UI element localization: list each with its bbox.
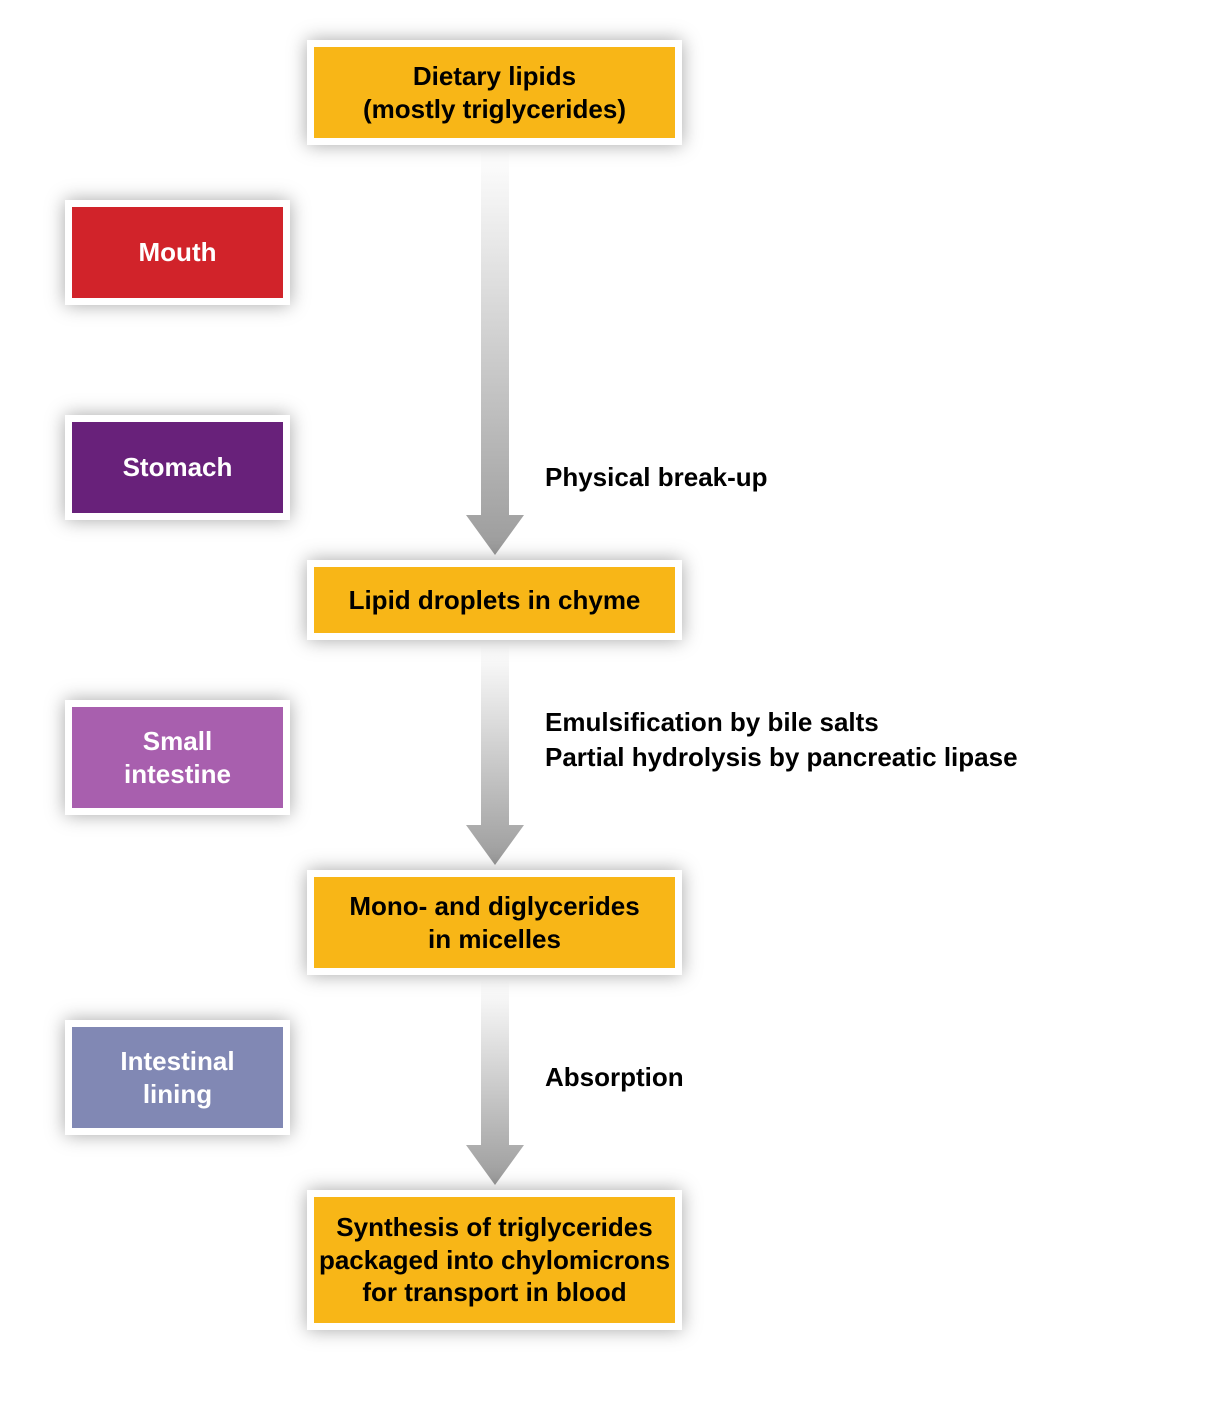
node-stomach: Stomach	[65, 415, 290, 520]
arrow-label-a3: Absorption	[545, 1060, 684, 1095]
node-small-intestine: Small intestine	[65, 700, 290, 815]
arrow-a2	[466, 645, 524, 865]
arrow-label-a1: Physical break-up	[545, 460, 768, 495]
node-dietary-lipids: Dietary lipids (mostly triglycerides)	[307, 40, 682, 145]
arrow-label-a2: Emulsification by bile salts Partial hyd…	[545, 705, 1018, 775]
arrow-a1	[466, 150, 524, 555]
node-intestinal-lining: Intestinal lining	[65, 1020, 290, 1135]
node-mouth: Mouth	[65, 200, 290, 305]
node-micelles: Mono- and diglycerides in micelles	[307, 870, 682, 975]
node-chylomicrons: Synthesis of triglycerides packaged into…	[307, 1190, 682, 1330]
arrow-a3	[466, 980, 524, 1185]
node-lipid-droplets: Lipid droplets in chyme	[307, 560, 682, 640]
lipid-digestion-flowchart: Physical break-up Emulsification by bile …	[0, 0, 1222, 1410]
